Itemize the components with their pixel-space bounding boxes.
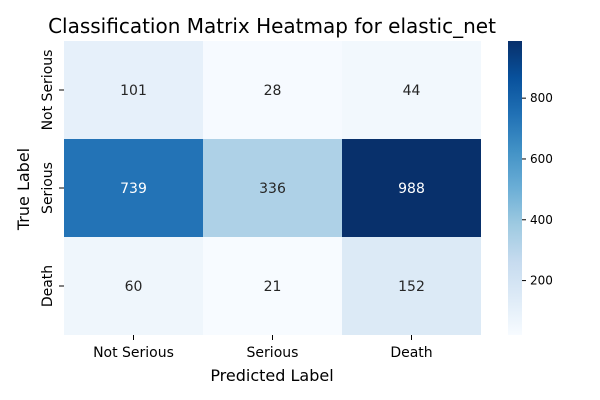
cell-value-label: 152 [398,279,425,295]
y-tick-label: Death [40,265,56,307]
colorbar-tick-label: 400 [530,213,553,227]
heatmap-cells: 101 28 44 739 336 988 60 21 152 [64,41,481,335]
x-tick-label: Death [390,345,432,361]
y-axis-label: True Label [14,148,33,231]
colorbar [508,41,522,335]
colorbar-tick-label: 800 [530,91,553,105]
heatmap-cell [64,41,203,139]
cell-value-label: 336 [259,181,286,197]
heatmap-cell [64,237,203,335]
y-tick-label: Serious [40,162,56,214]
x-tick-label: Not Serious [93,345,174,361]
heatmap-cell [203,237,342,335]
cell-value-label: 28 [264,83,282,99]
chart-title: Classification Matrix Heatmap for elasti… [48,14,496,38]
cell-value-label: 988 [398,181,425,197]
heatmap-cell [203,41,342,139]
colorbar-ticks: 200 400 600 800 [522,91,553,288]
colorbar-tick-label: 200 [530,274,553,288]
heatmap-cell [64,139,203,237]
heatmap-cell [342,139,481,237]
heatmap-cell [342,41,481,139]
heatmap-cell [342,237,481,335]
x-axis-label: Predicted Label [210,366,333,385]
heatmap-cell [203,139,342,237]
x-tick-label: Serious [247,345,299,361]
cell-value-label: 21 [264,279,282,295]
x-axis-ticks: Not Serious Serious Death [93,335,433,361]
cell-value-label: 739 [120,181,147,197]
cell-value-label: 101 [120,83,147,99]
cell-value-label: 44 [403,83,421,99]
y-axis-ticks: Not Serious Serious Death [40,50,64,307]
cell-value-label: 60 [125,279,143,295]
colorbar-tick-label: 600 [530,152,553,166]
y-tick-label: Not Serious [40,50,56,131]
